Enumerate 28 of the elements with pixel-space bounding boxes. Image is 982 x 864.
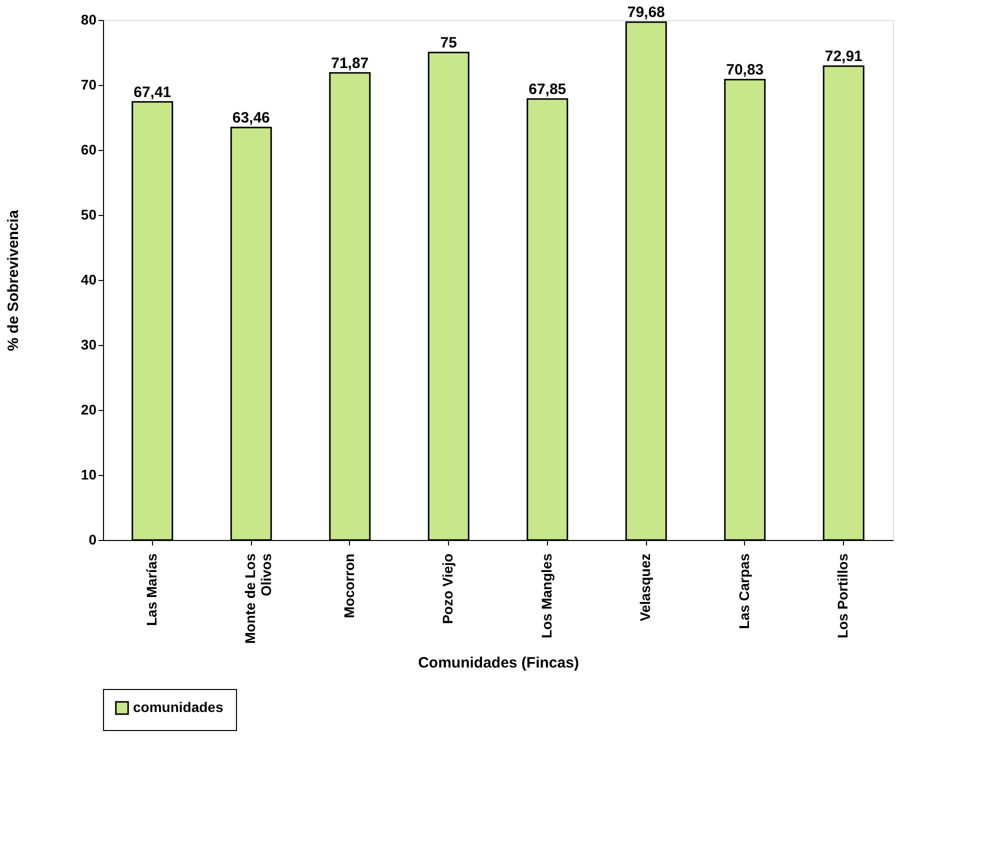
- x-tick-label: Pozo Viejo: [440, 554, 456, 624]
- x-tick-label: Los Mangles: [538, 553, 554, 638]
- x-tick-label: Las Carpas: [736, 553, 752, 629]
- x-tick-label: Monte de Los Olivos: [242, 553, 274, 644]
- y-tick-label: 60: [80, 142, 97, 158]
- data-label: 70,83: [726, 62, 764, 79]
- y-tick-label: 40: [80, 272, 97, 288]
- y-tick-label: 30: [80, 336, 97, 352]
- data-label: 63,46: [232, 110, 270, 127]
- y-axis-title: % de Sobrevivencia: [4, 209, 22, 351]
- x-tick-label: Mocorron: [340, 554, 357, 618]
- y-tick-label: 10: [80, 466, 97, 482]
- data-label: 67,85: [528, 80, 566, 98]
- y-tick-label: 50: [80, 206, 97, 222]
- data-label: 71,87: [331, 54, 369, 72]
- x-tick-label: Velasquez: [637, 554, 654, 622]
- data-label: 67,41: [134, 84, 172, 101]
- x-tick-label: Las Marías: [143, 553, 160, 626]
- y-tick-label: 70: [80, 76, 97, 92]
- y-tick-label: 20: [80, 402, 97, 418]
- legend-label: comunidades: [133, 699, 224, 715]
- data-label: 72,91: [824, 48, 862, 66]
- y-tick-label: 80: [80, 12, 97, 28]
- y-tick-label: 0: [88, 532, 97, 548]
- data-label: 75: [440, 34, 457, 52]
- x-tick-label: Los Portillos: [834, 553, 851, 638]
- x-axis-title: Comunidades (Fincas): [418, 654, 579, 672]
- data-label: 79,68: [627, 4, 665, 22]
